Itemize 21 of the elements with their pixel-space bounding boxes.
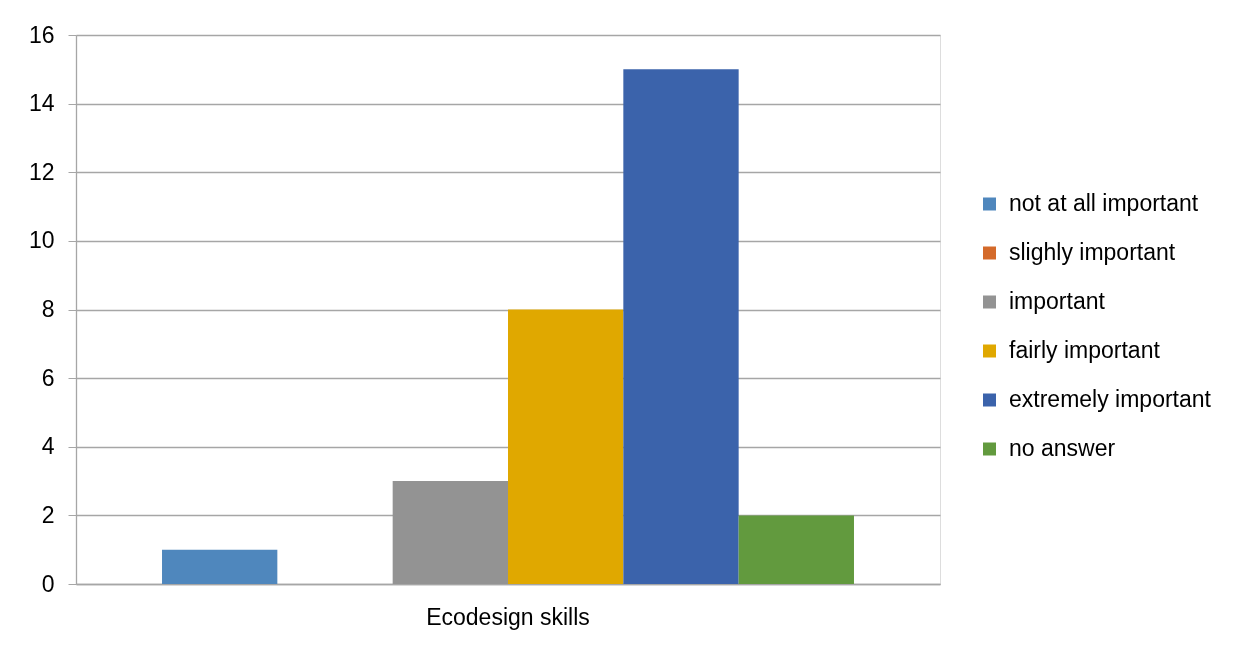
legend-label: no answer <box>1009 435 1116 461</box>
bar <box>162 549 278 584</box>
legend-label: extremely important <box>1009 386 1212 412</box>
y-tick-label: 12 <box>28 158 55 185</box>
x-tick-label: Ecodesign skills <box>426 603 590 630</box>
bar <box>738 515 854 584</box>
legend-label: important <box>1009 288 1106 314</box>
legend-label: slighly important <box>1009 239 1176 265</box>
y-tick-label: 0 <box>41 570 55 597</box>
y-tick-label: 16 <box>28 21 55 48</box>
bar <box>623 69 739 584</box>
y-tick-label: 2 <box>41 501 55 528</box>
legend-label: not at all important <box>1009 190 1199 216</box>
legend-label: fairly important <box>1009 337 1161 363</box>
bar <box>392 481 508 584</box>
y-tick-label: 14 <box>28 90 55 117</box>
y-tick-label: 4 <box>41 433 55 460</box>
y-tick-label: 6 <box>41 364 55 391</box>
y-tick-label: 8 <box>41 296 55 322</box>
y-tick-label: 10 <box>28 227 55 254</box>
bar <box>508 309 624 584</box>
